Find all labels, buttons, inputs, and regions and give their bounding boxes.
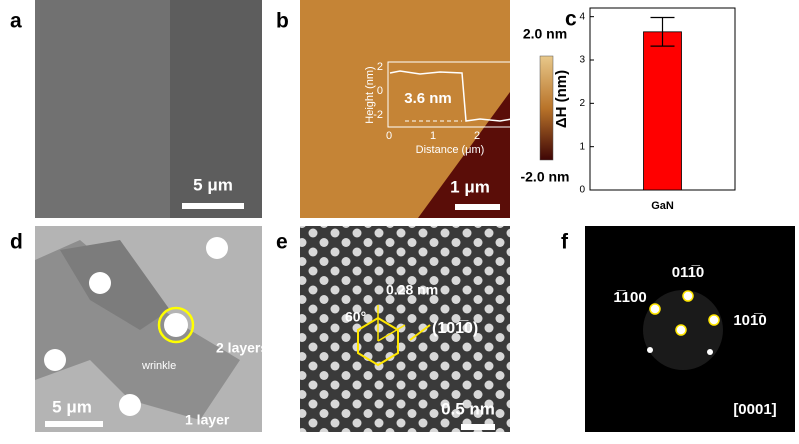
highlight: [157, 306, 195, 344]
panel-f: f 1̅100 011̅0 101̅0 [0001]: [561, 226, 795, 432]
tem-image: [300, 226, 510, 432]
panel-a: a 5 μm: [10, 0, 262, 218]
zone-axis: [0001]: [733, 401, 776, 418]
spot-index: 101̅0: [733, 312, 766, 329]
panel-label: b: [276, 10, 289, 33]
y-tick-label: 4: [579, 11, 585, 22]
inset-axes: [387, 61, 514, 128]
guide: [377, 324, 406, 342]
scale-bar: [45, 421, 103, 427]
inset-tick: -2: [373, 109, 383, 121]
scale-bar: [461, 424, 495, 430]
inset-profile: [389, 70, 513, 122]
spot: [708, 314, 720, 326]
flake: [170, 0, 262, 218]
y-axis-label: ΔH (nm): [553, 70, 570, 128]
colorbar: [539, 55, 554, 161]
scale-label: 1 μm: [450, 177, 490, 196]
inset-tick: 2: [474, 130, 480, 142]
hole: [206, 237, 228, 259]
scale-label: 5 μm: [193, 175, 233, 194]
scale-label: 5 μm: [52, 397, 92, 416]
error-bar: [650, 16, 675, 47]
angle: 60°: [345, 309, 366, 325]
hole: [119, 394, 141, 416]
panel-e: e 60° 0.28 nm (101̅0) 0.5 nm: [276, 226, 510, 432]
hole: [89, 272, 111, 294]
panel-label: a: [10, 10, 22, 33]
spot: [682, 290, 694, 302]
guide: [409, 324, 431, 341]
annotation: 2 layers: [216, 340, 268, 356]
inset-tick: 2: [377, 61, 383, 73]
spacing: 0.28 nm: [386, 282, 438, 298]
x-tick-label: GaN: [651, 200, 674, 212]
plane: (101̅0): [432, 319, 478, 337]
scale-bar: [182, 203, 244, 209]
step-height: 3.6 nm: [404, 90, 452, 107]
panel-c: c 0 1 2 3 4 ΔH (nm) GaN: [553, 7, 736, 212]
spot: [649, 303, 661, 315]
hole: [44, 349, 66, 371]
spot-index: 1̅100: [613, 289, 646, 306]
y-tick-label: 2: [579, 98, 585, 109]
hole: [164, 313, 188, 337]
panel-label: e: [276, 231, 288, 254]
panel-label: d: [10, 231, 23, 254]
y-tick-label: 1: [579, 141, 585, 152]
panel-label: f: [561, 231, 569, 254]
panel-b: b 2 0 -2 0 1 2 Height (nm) Distance (μm)…: [276, 0, 570, 218]
substrate: [418, 92, 510, 218]
spot: [647, 347, 653, 353]
spot: [675, 324, 687, 336]
inset-x-label: Distance (μm): [416, 144, 485, 156]
y-tick-label: 0: [579, 185, 585, 196]
flake: [60, 240, 170, 330]
inset-tick: 0: [386, 130, 392, 142]
y-tick-label: 3: [579, 55, 585, 66]
inset-tick: 1: [430, 130, 436, 142]
scale-bar: [455, 204, 500, 210]
scale-label: 0.5 nm: [441, 399, 495, 418]
bar: [643, 31, 682, 191]
annotation: wrinkle: [141, 360, 176, 372]
panel-label: c: [565, 8, 577, 31]
panel-d: d wrinkle 2 layers 1 layer 5 μm: [10, 226, 268, 432]
colorbar-max: 2.0 nm: [523, 26, 567, 42]
inset-tick: 0: [377, 85, 383, 97]
inset-y-label: Height (nm): [364, 66, 376, 123]
annotation: 1 layer: [185, 412, 230, 428]
spot: [707, 349, 713, 355]
spot-index: 011̅0: [672, 264, 705, 281]
colorbar-min: -2.0 nm: [520, 169, 569, 185]
